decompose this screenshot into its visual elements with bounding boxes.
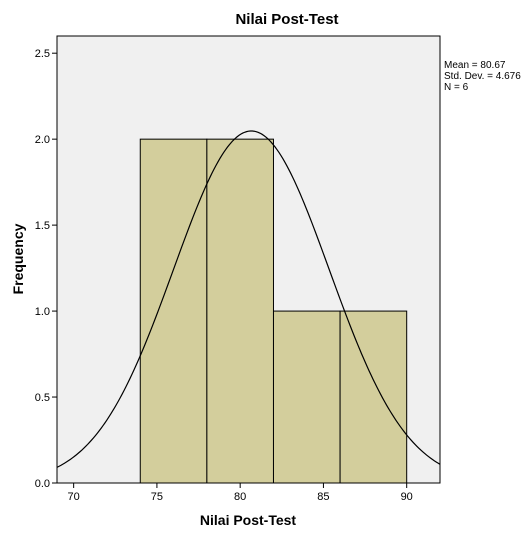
y-tick-label-1: 0.5 bbox=[35, 392, 50, 404]
y-tick-label-5: 2.5 bbox=[35, 48, 50, 60]
x-tick-label-2: 80 bbox=[234, 491, 246, 503]
x-tick-label-4: 90 bbox=[401, 491, 413, 503]
stats-mean: Mean = 80.67 bbox=[444, 60, 506, 71]
axes-layer: 0.0 0.5 1.0 1.5 2.0 2.5 70 75 80 85 90 bbox=[35, 48, 413, 503]
chart-title: Nilai Post-Test bbox=[235, 11, 338, 28]
histogram-bar-3 bbox=[339, 310, 408, 484]
y-axis-label: Frequency bbox=[10, 223, 26, 294]
x-tick-label-0: 70 bbox=[68, 491, 80, 503]
x-axis-label: Nilai Post-Test bbox=[200, 512, 297, 528]
histogram-bar-0 bbox=[139, 138, 208, 484]
histogram-bar-2 bbox=[272, 310, 341, 484]
y-tick-label-2: 1.0 bbox=[35, 306, 50, 318]
y-tick-label-0: 0.0 bbox=[35, 478, 50, 490]
x-tick-label-3: 85 bbox=[317, 491, 329, 503]
histogram-bar-1 bbox=[206, 138, 274, 484]
x-tick-label-1: 75 bbox=[151, 491, 163, 503]
y-tick-label-3: 1.5 bbox=[35, 220, 50, 232]
y-tick-label-4: 2.0 bbox=[35, 134, 50, 146]
normal-curve bbox=[56, 130, 441, 468]
stats-std-dev: Std. Dev. = 4.676 bbox=[444, 71, 521, 82]
bars-layer bbox=[139, 138, 408, 484]
stats-n: N = 6 bbox=[444, 82, 469, 93]
